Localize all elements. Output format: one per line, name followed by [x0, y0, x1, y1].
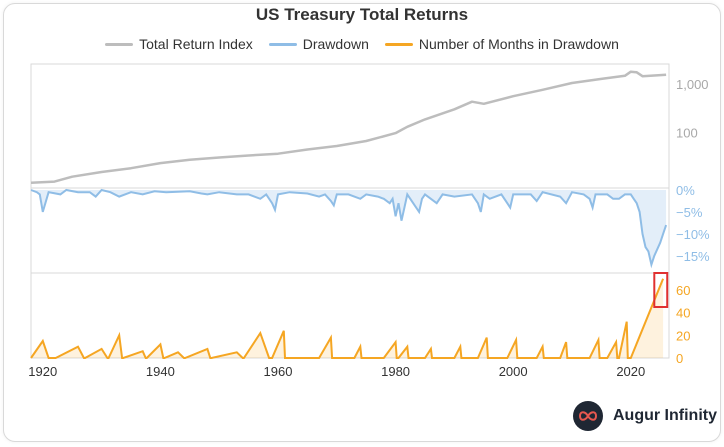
brand: Augur Infinity — [573, 401, 717, 431]
total-return-line — [30, 70, 667, 184]
total-return-ytick-label: 1,000 — [676, 77, 709, 92]
xtick-label: 1980 — [381, 364, 410, 379]
chart-card — [3, 3, 721, 442]
legend-swatch-drawdown — [268, 42, 297, 46]
legend-item-drawdown: Drawdown — [268, 36, 369, 52]
brand-name: Augur Infinity — [613, 407, 717, 424]
drawdown-ytick-label: −5% — [676, 205, 703, 220]
months-in-drawdown-area — [31, 278, 664, 358]
months-ytick-label: 60 — [676, 283, 690, 298]
months-in-drawdown-line — [30, 278, 665, 359]
legend-swatch-total-return — [105, 42, 134, 46]
xtick-label: 1960 — [264, 364, 293, 379]
legend-label-months-in-drawdown: Number of Months in Drawdown — [418, 36, 619, 52]
legend: Total Return Index Drawdown Number of Mo… — [0, 36, 724, 52]
infinity-icon — [573, 401, 603, 431]
xtick-label: 2020 — [616, 364, 645, 379]
drawdown-ytick-label: 0% — [676, 183, 695, 198]
months-ytick-label: 40 — [676, 306, 690, 321]
legend-label-drawdown: Drawdown — [302, 36, 369, 52]
highlight-box — [653, 272, 669, 308]
xtick-label: 1940 — [146, 364, 175, 379]
legend-item-total-return: Total Return Index — [105, 36, 253, 52]
drawdown-area — [31, 190, 667, 265]
legend-item-months-in-drawdown: Number of Months in Drawdown — [384, 36, 619, 52]
drawdown-ytick-label: −10% — [676, 227, 710, 242]
legend-swatch-months-in-drawdown — [384, 42, 413, 46]
xtick-label: 1920 — [28, 364, 57, 379]
drawdown-ytick-label: −15% — [676, 249, 710, 264]
total-return-ytick-label: 100 — [676, 125, 698, 140]
drawdown-line — [30, 188, 668, 269]
months-ytick-label: 20 — [676, 328, 690, 343]
chart-title: US Treasury Total Returns — [255, 5, 469, 24]
legend-label-total-return: Total Return Index — [139, 36, 253, 52]
plot-frame — [30, 63, 670, 359]
months-ytick-label: 0 — [676, 351, 683, 366]
xtick-label: 2000 — [499, 364, 528, 379]
